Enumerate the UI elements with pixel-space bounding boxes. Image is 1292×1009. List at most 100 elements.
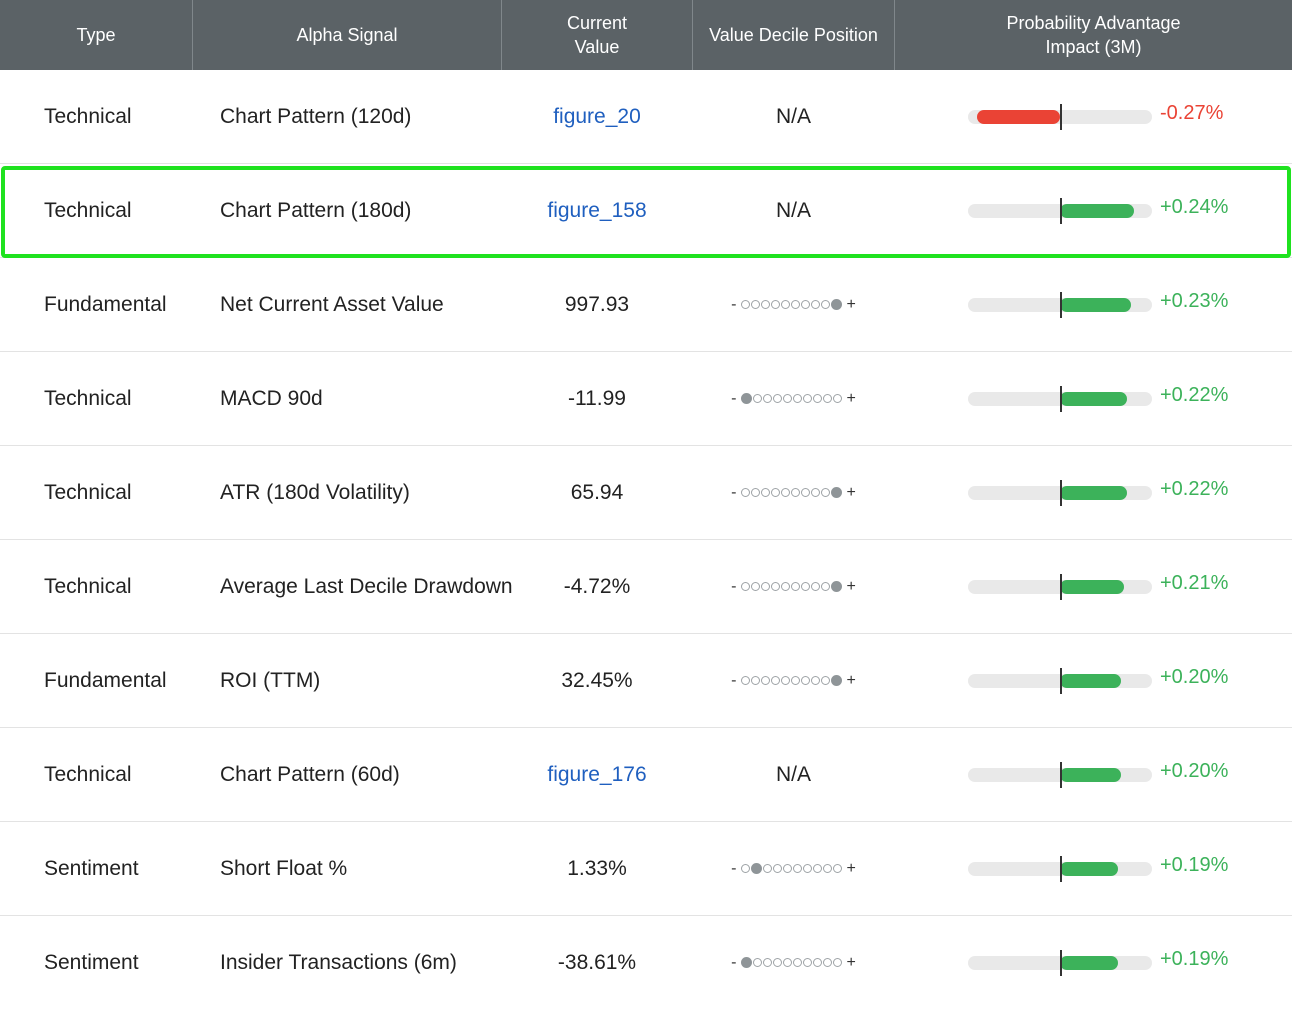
decile-dot: [762, 394, 772, 403]
decile-position: - +: [693, 822, 894, 915]
decile-dot: [812, 958, 822, 967]
decile-plus-sign: +: [846, 953, 856, 971]
decile-indicator: - +: [727, 390, 860, 408]
decile-dot: [832, 958, 842, 967]
decile-minus-sign: -: [731, 859, 737, 877]
table-row[interactable]: Technical Chart Pattern (180d) figure_158 N…: [0, 164, 1292, 258]
current-value[interactable]: figure_158: [502, 164, 692, 257]
impact-bar-fill: [1060, 956, 1119, 970]
decile-indicator: - +: [727, 484, 860, 502]
current-value-text: 32.45%: [561, 668, 633, 692]
impact-percent: +0.22%: [1160, 478, 1229, 500]
figure-link[interactable]: figure_20: [553, 104, 641, 128]
decile-minus-sign: -: [731, 295, 737, 313]
decile-dot-active: [740, 957, 752, 968]
current-value-text: -11.99: [568, 386, 626, 410]
impact-cell: -0.27%: [960, 70, 1280, 163]
current-value[interactable]: figure_20: [502, 70, 692, 163]
impact-percent: +0.19%: [1160, 948, 1229, 970]
impact-cell: +0.22%: [960, 446, 1280, 539]
impact-percent: +0.21%: [1160, 572, 1229, 594]
header-impact[interactable]: Probability Advantage Impact (3M): [895, 0, 1292, 70]
impact-cell: +0.24%: [960, 164, 1280, 257]
decile-dot: [782, 958, 792, 967]
header-current-value[interactable]: Current Value: [502, 0, 692, 70]
impact-bar-fill: [1060, 768, 1122, 782]
figure-link[interactable]: figure_158: [547, 198, 647, 222]
decile-dot: [792, 958, 802, 967]
signal-type: Technical: [44, 386, 132, 410]
table-row[interactable]: Sentiment Insider Transactions (6m) -38.61…: [0, 916, 1292, 1009]
impact-zero-line: [1060, 386, 1062, 412]
decile-position: - +: [693, 634, 894, 727]
decile-dot: [810, 488, 820, 497]
table-row[interactable]: Technical MACD 90d -11.99- + +0.22%: [0, 352, 1292, 446]
decile-position: N/A: [693, 164, 894, 257]
signal-name: Average Last Decile Drawdown: [220, 575, 513, 598]
header-signal[interactable]: Alpha Signal: [193, 0, 501, 70]
header-type[interactable]: Type: [0, 0, 192, 70]
impact-percent: +0.24%: [1160, 196, 1229, 218]
impact-percent: -0.27%: [1160, 102, 1224, 124]
decile-dot: [810, 582, 820, 591]
table-row[interactable]: Fundamental ROI (TTM) 32.45% - + +0.20%: [0, 634, 1292, 728]
decile-position: - +: [693, 916, 894, 1009]
figure-link[interactable]: figure_176: [547, 762, 647, 786]
current-value-text: 1.33%: [567, 856, 627, 880]
current-value: -38.61%: [502, 916, 692, 1009]
impact-cell: +0.19%: [960, 822, 1280, 915]
current-value[interactable]: figure_176: [502, 728, 692, 821]
impact-zero-line: [1060, 104, 1062, 130]
decile-plus-sign: +: [846, 859, 856, 877]
decile-dot: [770, 582, 780, 591]
signal-type: Sentiment: [44, 856, 139, 880]
decile-dot: [820, 582, 830, 591]
signal-name: ROI (TTM): [220, 669, 321, 692]
impact-zero-line: [1060, 292, 1062, 318]
decile-dot: [780, 488, 790, 497]
decile-dot: [812, 394, 822, 403]
decile-dot: [750, 676, 760, 685]
current-value-text: 65.94: [570, 480, 624, 504]
impact-bar-fill: [1060, 862, 1119, 876]
header-value-line2: Value: [574, 37, 620, 57]
signal-name: Short Float %: [220, 857, 348, 880]
decile-dot-active: [830, 487, 842, 498]
table-row[interactable]: Fundamental Net Current Asset Value 997.93…: [0, 258, 1292, 352]
decile-dot: [760, 676, 770, 685]
table-row[interactable]: Technical ATR (180d Volatility) 65.94- + +0.…: [0, 446, 1292, 540]
current-value-text: -38.61%: [557, 950, 637, 974]
decile-dot: [822, 394, 832, 403]
header-decile[interactable]: Value Decile Position: [693, 0, 894, 70]
decile-dot: [782, 864, 792, 873]
current-value: 32.45%: [502, 634, 692, 727]
decile-dot: [740, 582, 750, 591]
decile-dot: [812, 864, 822, 873]
impact-bar-fill: [1060, 204, 1134, 218]
decile-dot: [822, 958, 832, 967]
signal-type: Technical: [44, 762, 132, 786]
decile-dot: [772, 958, 782, 967]
decile-na: N/A: [775, 762, 811, 786]
impact-zero-line: [1060, 762, 1062, 788]
decile-dot: [822, 864, 832, 873]
decile-dot: [750, 582, 760, 591]
header-value-line1: Current: [566, 13, 628, 33]
decile-minus-sign: -: [731, 483, 737, 501]
signal-type: Fundamental: [44, 668, 167, 692]
decile-dot: [780, 582, 790, 591]
decile-plus-sign: +: [846, 483, 856, 501]
current-value: -11.99: [502, 352, 692, 445]
header-divider: [501, 0, 502, 70]
decile-dot: [780, 300, 790, 309]
signal-type: Technical: [44, 574, 132, 598]
current-value: 997.93: [502, 258, 692, 351]
signal-type: Technical: [44, 104, 132, 128]
decile-dot: [802, 958, 812, 967]
table-row[interactable]: Technical Chart Pattern (60d) figure_176 N/…: [0, 728, 1292, 822]
table-row[interactable]: Technical Chart Pattern (120d) figure_20 N/…: [0, 70, 1292, 164]
signal-name: Chart Pattern (120d): [220, 105, 412, 128]
table-row[interactable]: Sentiment Short Float % 1.33% - + +0.19%: [0, 822, 1292, 916]
table-row[interactable]: Technical Average Last Decile Drawdown -4.…: [0, 540, 1292, 634]
decile-dot: [780, 676, 790, 685]
